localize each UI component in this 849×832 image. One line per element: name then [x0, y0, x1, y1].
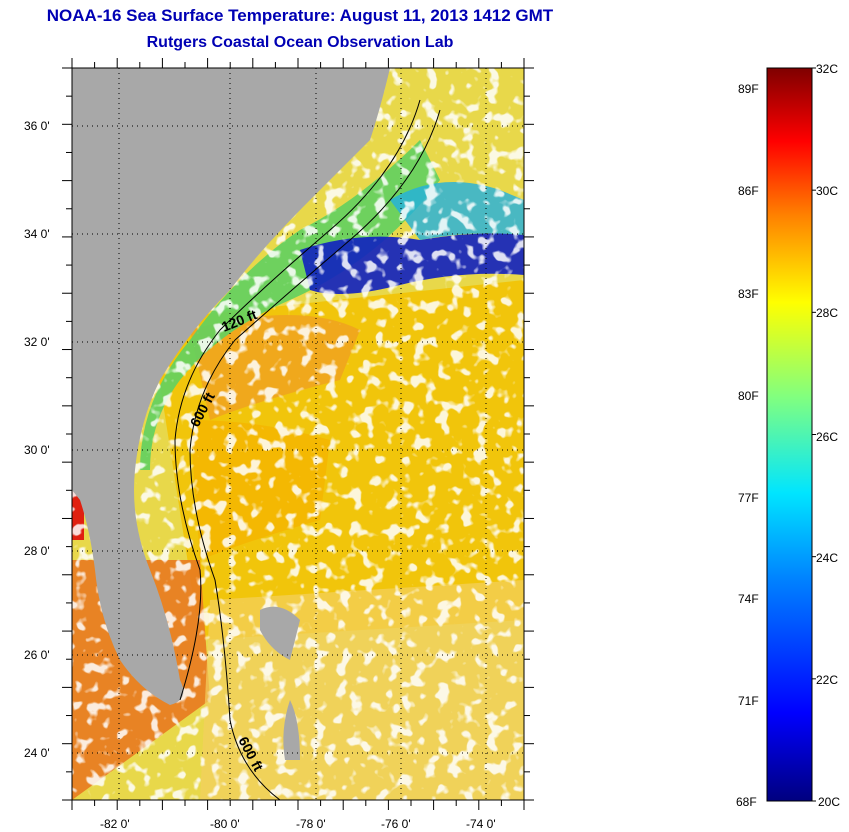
colorbar-fahrenheit-label: 89F	[738, 82, 759, 96]
y-tick-label: 34 0'	[24, 227, 50, 241]
bahamas-island	[260, 606, 300, 660]
colorbar-celsius-label: 28C	[816, 306, 838, 320]
x-tick-label: -80 0'	[210, 817, 240, 831]
colorbar-fahrenheit-label: 71F	[738, 694, 759, 708]
sst-map	[72, 68, 524, 800]
colorbar-celsius-label: 30C	[816, 184, 838, 198]
y-tick-label: 26 0'	[24, 648, 50, 662]
y-tick-label: 28 0'	[24, 544, 50, 558]
colorbar-ticks	[812, 67, 816, 802]
chart-title: NOAA-16 Sea Surface Temperature: August …	[46, 6, 554, 25]
colorbar-celsius-label: 26C	[816, 430, 838, 444]
x-tick-label: -82 0'	[100, 817, 130, 831]
axis-tick-marks	[62, 58, 534, 810]
colorbar-fahrenheit-label: 77F	[738, 491, 759, 505]
y-tick-label: 24 0'	[24, 746, 50, 760]
y-tick-label: 36 0'	[24, 119, 50, 133]
contour-120ft	[174, 99, 421, 701]
contour-600ft	[189, 109, 441, 800]
y-tick-label: 30 0'	[24, 443, 50, 457]
colorbar-fahrenheit-label: 68F	[736, 795, 757, 809]
y-tick-label: 32 0'	[24, 335, 50, 349]
colorbar-fahrenheit-label: 74F	[738, 592, 759, 606]
colorbar-celsius-label: 24C	[816, 551, 838, 565]
colorbar-celsius-label: 20C	[818, 795, 840, 809]
colorbar-celsius-label: 32C	[816, 62, 838, 76]
graticule	[72, 68, 524, 800]
x-tick-label: -74 0'	[466, 817, 496, 831]
andros-island	[283, 700, 300, 760]
colorbar-gradient	[766, 67, 813, 802]
chart-subtitle: Rutgers Coastal Ocean Observation Lab	[146, 34, 454, 51]
land-mass	[72, 68, 390, 705]
x-tick-label: -76 0'	[381, 817, 411, 831]
x-tick-label: -78 0'	[296, 817, 326, 831]
colorbar-celsius-label: 22C	[816, 673, 838, 687]
colorbar: 32C 30C 28C 26C 24C 22C 20C 89F 86F 83F …	[736, 62, 840, 809]
colorbar-fahrenheit-label: 80F	[738, 389, 759, 403]
colorbar-fahrenheit-label: 86F	[738, 184, 759, 198]
colorbar-fahrenheit-label: 83F	[738, 287, 759, 301]
